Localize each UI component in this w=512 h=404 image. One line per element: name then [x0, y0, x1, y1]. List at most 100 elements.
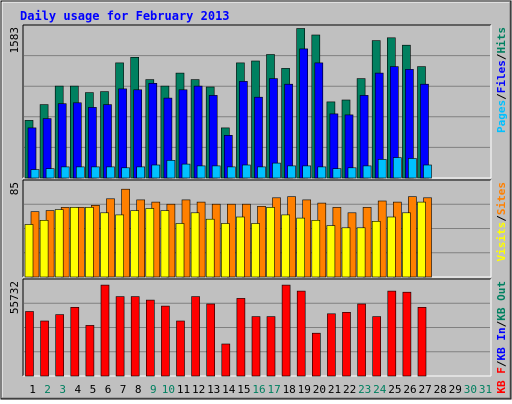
x-tick-label: 10	[162, 383, 175, 396]
x-tick-label: 7	[120, 383, 127, 396]
x-tick-label: 22	[343, 383, 356, 396]
bar-visits-sites-visits-day-26	[402, 212, 411, 278]
legend-entry: /	[495, 93, 508, 100]
x-tick-label: 9	[150, 383, 157, 396]
bar-pages-files-hits-pages-day-11	[181, 163, 191, 179]
x-tick-label: 4	[74, 383, 81, 396]
bar-kb-kb-f-day-25	[387, 290, 397, 377]
panel-legend: Pages/Files/Hits	[495, 27, 508, 133]
bar-kb-kb-f-day-19	[296, 290, 306, 377]
bar-visits-sites-visits-day-6	[100, 212, 109, 278]
x-tick-label: 28	[434, 383, 447, 396]
legend-entry: KB F	[495, 367, 508, 394]
bar-pages-files-hits-files-day-19	[299, 48, 309, 179]
bar-pages-files-hits-files-day-20	[314, 62, 324, 179]
bar-pages-files-hits-pages-day-17	[272, 162, 281, 179]
bar-kb-kb-f-day-26	[402, 291, 412, 377]
bar-pages-files-hits-files-day-9	[148, 83, 158, 179]
panel-legend: KB F/KB In/KB Out	[495, 281, 508, 394]
x-tick-label: 24	[373, 383, 387, 396]
bar-kb-kb-f-day-6	[100, 284, 110, 377]
bar-pages-files-hits-pages-day-12	[196, 165, 206, 179]
x-tick-label: 6	[105, 383, 112, 396]
x-tick-label: 15	[237, 383, 250, 396]
bar-pages-files-hits-pages-day-4	[76, 166, 85, 179]
x-tick-label: 29	[449, 383, 462, 396]
bar-visits-sites-visits-day-11	[175, 223, 185, 278]
x-tick-label: 2	[44, 383, 51, 396]
bar-kb-kb-f-day-24	[372, 316, 382, 377]
bar-pages-files-hits-pages-day-7	[121, 167, 130, 179]
legend-entry: Sites	[495, 182, 508, 215]
x-tick-label: 18	[283, 383, 296, 396]
bar-visits-sites-visits-day-27	[417, 201, 426, 278]
bar-visits-sites-visits-day-12	[190, 212, 200, 278]
bar-pages-files-hits-pages-day-5	[91, 166, 100, 179]
bar-visits-sites-visits-day-16	[251, 223, 260, 278]
bar-pages-files-hits-pages-day-20	[317, 166, 327, 179]
bar-kb-kb-f-day-4	[70, 306, 80, 377]
bar-kb-kb-f-day-3	[55, 314, 65, 377]
bar-visits-sites-visits-day-2	[39, 220, 49, 278]
bar-pages-files-hits-pages-day-24	[377, 159, 387, 179]
bar-pages-files-hits-pages-day-10	[166, 160, 176, 179]
bar-visits-sites-visits-day-7	[115, 214, 124, 278]
x-tick-label: 19	[298, 383, 311, 396]
bar-pages-files-hits-files-day-7	[118, 88, 127, 179]
bar-pages-files-hits-pages-day-15	[242, 164, 251, 179]
bar-kb-kb-f-day-2	[40, 320, 49, 377]
bar-visits-sites-visits-day-25	[386, 216, 396, 278]
bar-kb-kb-f-day-17	[266, 316, 276, 377]
bar-pages-files-hits-pages-day-8	[136, 166, 145, 179]
x-tick-label: 14	[222, 383, 236, 396]
legend-entry: Pages	[495, 100, 508, 133]
bar-visits-sites-visits-day-3	[54, 209, 64, 278]
x-tick-label: 5	[90, 383, 97, 396]
bar-pages-files-hits-files-day-8	[133, 89, 142, 179]
x-tick-label: 30	[464, 383, 477, 396]
bar-kb-kb-f-day-8	[130, 296, 140, 377]
bar-pages-files-hits-pages-day-2	[45, 168, 55, 179]
x-tick-label: 11	[177, 383, 190, 396]
bar-pages-files-hits-pages-day-25	[392, 157, 402, 179]
chart-title: Daily usage for February 2013	[20, 9, 230, 23]
bar-kb-kb-f-day-13	[206, 303, 215, 377]
bar-visits-sites-visits-day-15	[236, 216, 245, 278]
bar-kb-kb-f-day-21	[327, 313, 336, 377]
bar-kb-kb-f-day-10	[161, 305, 170, 377]
bar-visits-sites-visits-day-23	[356, 227, 366, 278]
x-tick-label: 20	[313, 383, 326, 396]
legend-entry: /	[495, 360, 508, 367]
legend-entry: Hits	[495, 27, 508, 54]
x-tick-label: 25	[388, 383, 401, 396]
bar-kb-kb-f-day-14	[221, 343, 231, 377]
bar-kb-kb-f-day-11	[176, 320, 185, 377]
scale-label: 1583	[8, 27, 21, 54]
x-tick-label: 12	[192, 383, 205, 396]
legend-entry: KB Out	[495, 281, 508, 321]
bar-pages-files-hits-pages-day-18	[287, 165, 296, 179]
bar-kb-kb-f-day-5	[85, 325, 95, 377]
x-tick-label: 31	[479, 383, 492, 396]
bar-pages-files-hits-pages-day-9	[151, 164, 161, 179]
bar-pages-files-hits-files-day-18	[284, 83, 293, 179]
bar-pages-files-hits-pages-day-13	[211, 165, 221, 179]
legend-entry: Visits	[495, 222, 508, 262]
bar-visits-sites-visits-day-5	[85, 207, 94, 278]
x-tick-label: 21	[328, 383, 341, 396]
bar-pages-files-hits-pages-day-6	[106, 166, 115, 179]
legend-entry: KB In	[495, 327, 508, 360]
bar-pages-files-hits-files-day-27	[420, 83, 429, 179]
scale-label: 85	[8, 182, 21, 195]
bar-kb-kb-f-day-16	[251, 316, 261, 377]
bar-visits-sites-visits-day-13	[205, 218, 215, 278]
bar-pages-files-hits-pages-day-26	[408, 158, 417, 179]
bar-visits-sites-visits-day-22	[341, 227, 351, 278]
x-tick-label: 1	[29, 383, 36, 396]
bar-visits-sites-visits-day-17	[266, 207, 275, 278]
bar-kb-kb-f-day-1	[25, 311, 34, 377]
